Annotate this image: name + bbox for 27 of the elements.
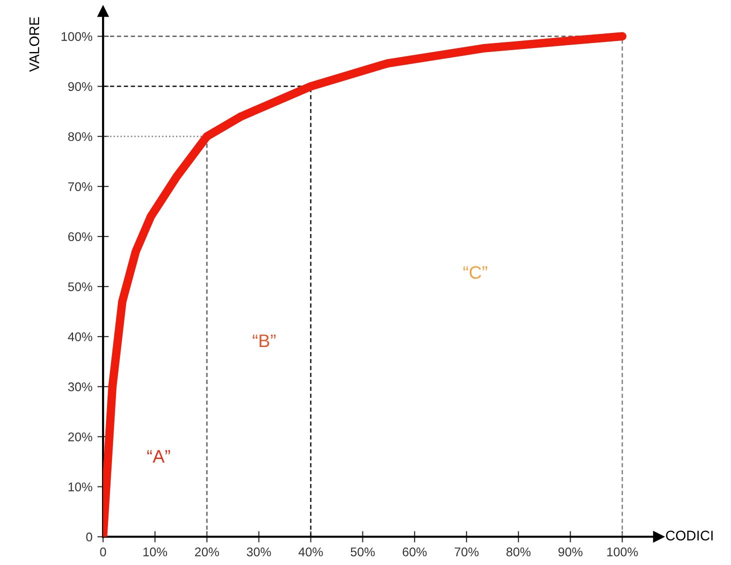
y-tick-label: 100% — [62, 32, 92, 41]
x-tick-label: 40% — [298, 547, 323, 556]
y-tick-label: 20% — [68, 432, 92, 442]
x-tick-label: 30% — [246, 547, 271, 556]
x-tick-label: 60% — [402, 547, 427, 556]
y-tick-label: 90% — [68, 82, 92, 92]
y-tick-label: 70% — [68, 182, 92, 192]
x-tick-label: 70% — [454, 547, 479, 556]
y-tick-label: 40% — [68, 332, 92, 342]
y-tick-label: 50% — [68, 282, 92, 292]
annotation: “B” — [252, 334, 276, 348]
x-tick-label: 10% — [143, 547, 168, 556]
annotation: “A” — [147, 450, 170, 463]
y-tick-label: 80% — [68, 132, 92, 142]
y-tick-label: 30% — [68, 382, 92, 392]
x-tick-label: 0 — [100, 547, 106, 556]
y-tick-label: 10% — [68, 482, 92, 492]
x-axis-title: CODICI — [666, 530, 713, 540]
x-tick-label: 90% — [558, 547, 582, 556]
y-axis-title: VALORE — [29, 17, 40, 72]
x-tick-label: 100% — [607, 547, 638, 556]
x-tick-label: 20% — [195, 547, 219, 556]
y-tick-label: 0 — [86, 532, 92, 542]
y-tick-label: 60% — [68, 232, 92, 242]
x-tick-label: 50% — [350, 547, 375, 556]
annotation: “C” — [463, 266, 488, 279]
x-tick-label: 80% — [506, 547, 531, 556]
